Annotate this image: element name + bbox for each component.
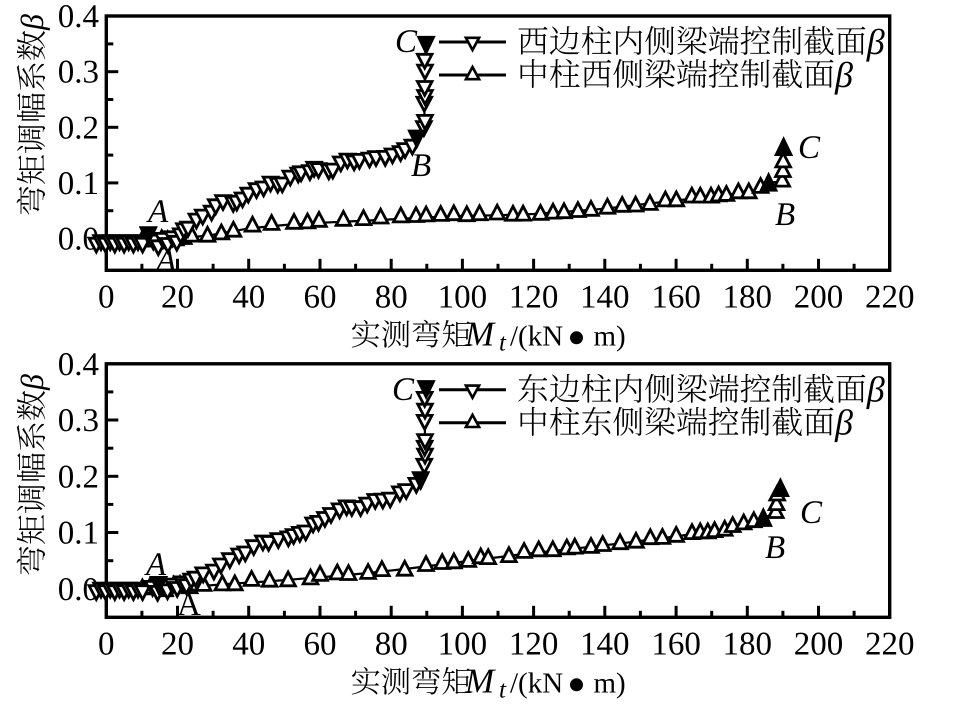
svg-text:160: 160 bbox=[651, 626, 701, 662]
svg-text:m): m) bbox=[594, 320, 626, 352]
svg-text:C: C bbox=[392, 372, 415, 408]
svg-text:/(kN: /(kN bbox=[510, 320, 563, 352]
svg-text:C: C bbox=[395, 24, 418, 60]
svg-text:0.4: 0.4 bbox=[58, 347, 99, 383]
svg-text:M: M bbox=[464, 314, 496, 353]
svg-text:0.2: 0.2 bbox=[58, 459, 99, 495]
svg-text:β: β bbox=[866, 370, 885, 410]
svg-text:A: A bbox=[154, 243, 177, 279]
svg-text:m): m) bbox=[594, 667, 626, 699]
svg-text:120: 120 bbox=[509, 279, 559, 315]
svg-text:M: M bbox=[464, 661, 496, 700]
svg-text:β: β bbox=[866, 22, 885, 62]
svg-text:β: β bbox=[14, 374, 50, 391]
svg-text:β: β bbox=[14, 14, 50, 31]
svg-text:160: 160 bbox=[651, 279, 701, 315]
svg-text:0.4: 0.4 bbox=[58, 0, 99, 35]
svg-text:140: 140 bbox=[580, 279, 630, 315]
svg-text:80: 80 bbox=[375, 626, 408, 662]
svg-text:β: β bbox=[834, 403, 853, 443]
svg-text:200: 200 bbox=[794, 626, 844, 662]
svg-text:60: 60 bbox=[304, 279, 337, 315]
svg-text:A: A bbox=[146, 194, 169, 230]
svg-text:0.2: 0.2 bbox=[58, 110, 99, 146]
svg-text:220: 220 bbox=[865, 279, 915, 315]
svg-text:t: t bbox=[499, 676, 507, 703]
svg-text:/(kN: /(kN bbox=[510, 667, 563, 699]
svg-text:0.3: 0.3 bbox=[58, 55, 99, 91]
svg-text:C: C bbox=[800, 495, 823, 531]
svg-text:B: B bbox=[411, 148, 431, 184]
svg-text:A: A bbox=[144, 547, 167, 583]
svg-text:t: t bbox=[499, 329, 507, 356]
svg-text:60: 60 bbox=[304, 626, 337, 662]
svg-text:40: 40 bbox=[232, 279, 265, 315]
svg-text:80: 80 bbox=[375, 279, 408, 315]
svg-text:20: 20 bbox=[161, 279, 194, 315]
svg-text:C: C bbox=[798, 130, 821, 166]
svg-text:100: 100 bbox=[438, 279, 488, 315]
svg-text:20: 20 bbox=[161, 626, 194, 662]
svg-text:140: 140 bbox=[580, 626, 630, 662]
svg-text:120: 120 bbox=[509, 626, 559, 662]
svg-text:β: β bbox=[834, 55, 853, 95]
svg-text:B: B bbox=[775, 197, 795, 233]
svg-text:220: 220 bbox=[865, 626, 915, 662]
svg-text:200: 200 bbox=[794, 279, 844, 315]
svg-text:0: 0 bbox=[98, 279, 115, 315]
svg-text:0: 0 bbox=[98, 626, 115, 662]
svg-text:A: A bbox=[177, 587, 201, 623]
svg-text:180: 180 bbox=[723, 279, 773, 315]
svg-text:40: 40 bbox=[232, 626, 265, 662]
svg-text:180: 180 bbox=[723, 626, 773, 662]
svg-text:0.1: 0.1 bbox=[58, 166, 99, 202]
svg-text:100: 100 bbox=[438, 626, 488, 662]
svg-text:0.1: 0.1 bbox=[58, 516, 99, 552]
svg-text:B: B bbox=[765, 530, 785, 566]
svg-text:0.3: 0.3 bbox=[58, 403, 99, 439]
